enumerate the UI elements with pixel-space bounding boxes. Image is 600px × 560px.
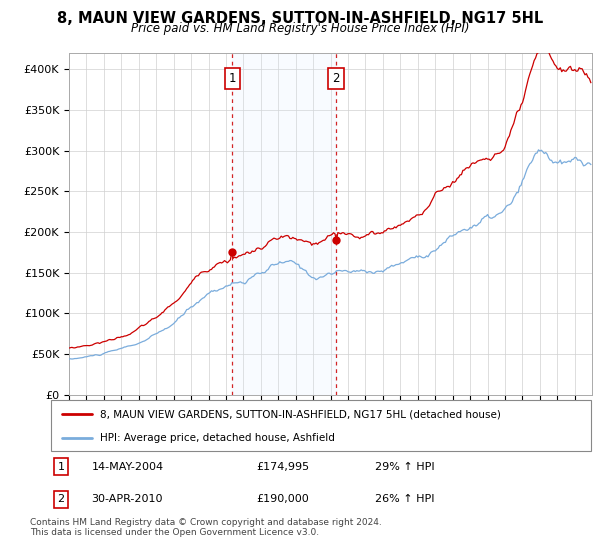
Text: 14-MAY-2004: 14-MAY-2004 <box>91 461 164 472</box>
Text: 2: 2 <box>58 494 65 505</box>
Bar <box>232 53 337 395</box>
Text: £174,995: £174,995 <box>256 461 310 472</box>
Text: 29% ↑ HPI: 29% ↑ HPI <box>375 461 434 472</box>
Text: £190,000: £190,000 <box>256 494 309 505</box>
Text: 2: 2 <box>332 72 340 85</box>
Text: 8, MAUN VIEW GARDENS, SUTTON-IN-ASHFIELD, NG17 5HL (detached house): 8, MAUN VIEW GARDENS, SUTTON-IN-ASHFIELD… <box>100 409 500 419</box>
Text: 1: 1 <box>229 72 236 85</box>
Text: 30-APR-2010: 30-APR-2010 <box>91 494 163 505</box>
Text: Contains HM Land Registry data © Crown copyright and database right 2024.
This d: Contains HM Land Registry data © Crown c… <box>30 518 382 538</box>
Text: HPI: Average price, detached house, Ashfield: HPI: Average price, detached house, Ashf… <box>100 433 334 443</box>
Text: 26% ↑ HPI: 26% ↑ HPI <box>375 494 434 505</box>
Text: Price paid vs. HM Land Registry's House Price Index (HPI): Price paid vs. HM Land Registry's House … <box>131 22 469 35</box>
Text: 8, MAUN VIEW GARDENS, SUTTON-IN-ASHFIELD, NG17 5HL: 8, MAUN VIEW GARDENS, SUTTON-IN-ASHFIELD… <box>57 11 543 26</box>
Text: 1: 1 <box>58 461 64 472</box>
